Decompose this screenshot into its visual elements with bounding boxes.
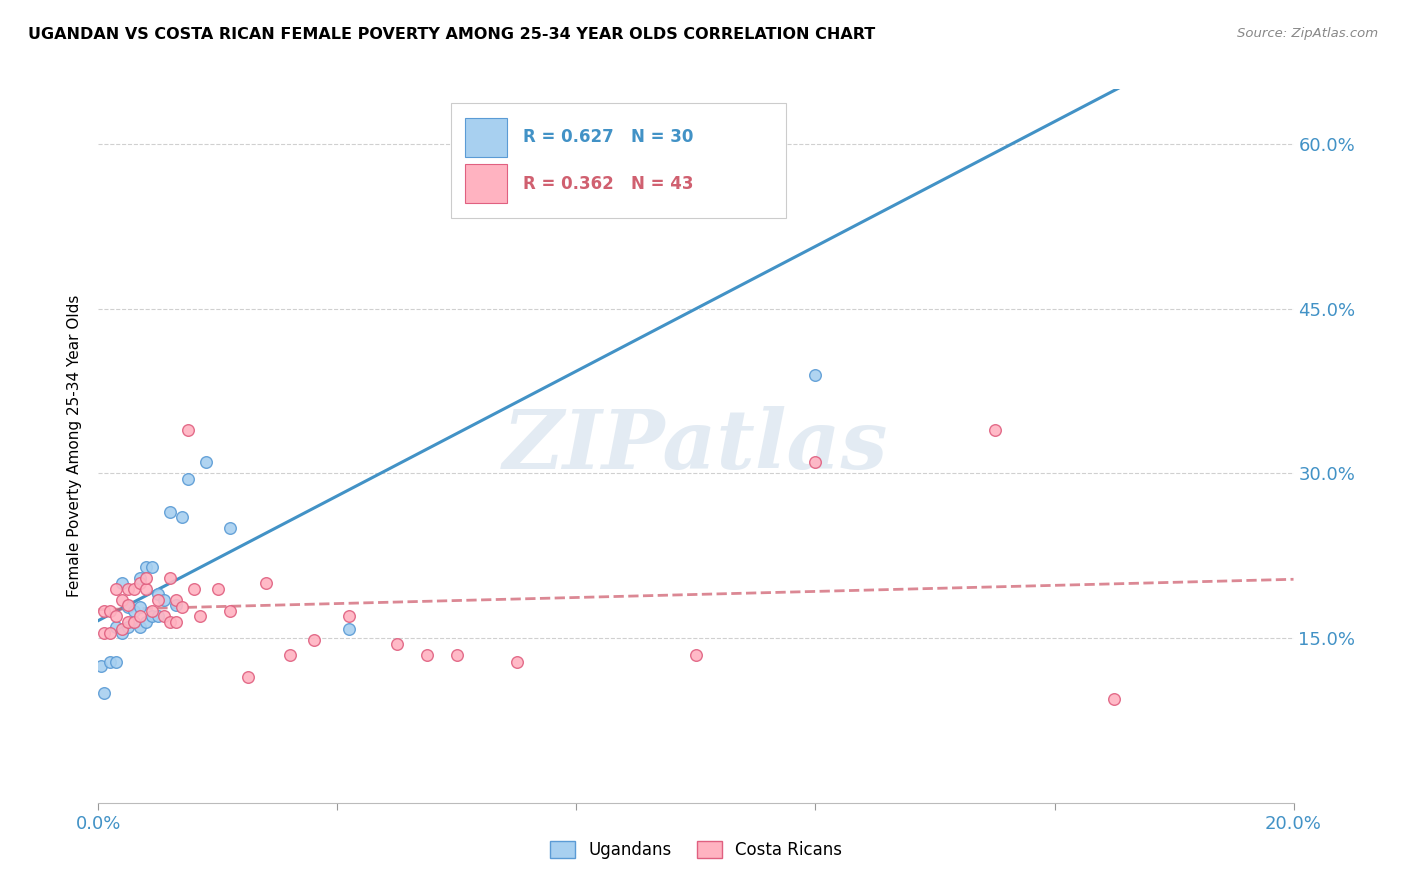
Point [804,368,827,382]
Point [129,620,152,634]
Point [416,648,439,662]
Point [165,598,187,612]
Point [105,582,128,596]
Text: Source: ZipAtlas.com: Source: ZipAtlas.com [1237,27,1378,40]
Point [302,633,325,648]
Point [219,604,242,618]
Text: R = 0.362   N = 43: R = 0.362 N = 43 [523,175,693,193]
Point [148,587,170,601]
Point [141,604,163,618]
Point [506,655,529,669]
Point [111,625,134,640]
Point [129,576,152,591]
Point [93,604,115,618]
Point [117,582,139,596]
Point [984,423,1007,437]
Point [100,655,122,669]
Point [177,423,200,437]
Point [1104,691,1126,706]
Point [135,571,157,585]
Point [183,582,205,596]
Point [105,620,128,634]
Point [339,609,360,624]
Point [135,559,157,574]
Point [90,658,112,673]
Point [159,505,181,519]
Point [153,592,176,607]
Point [446,648,468,662]
Point [100,625,122,640]
Point [148,592,170,607]
Point [339,623,360,637]
Point [385,637,409,651]
Point [105,609,128,624]
Point [117,615,139,629]
Point [124,615,146,629]
Point [141,559,163,574]
Point [165,592,187,607]
Point [111,623,134,637]
Point [207,582,229,596]
Point [159,571,181,585]
Text: ZIPatlas: ZIPatlas [503,406,889,486]
Point [236,669,259,683]
Bar [465,164,508,203]
Point [111,576,134,591]
Y-axis label: Female Poverty Among 25-34 Year Olds: Female Poverty Among 25-34 Year Olds [67,295,83,597]
Point [165,615,187,629]
FancyBboxPatch shape [451,103,786,218]
Point [153,609,176,624]
Point [100,604,122,618]
Text: UGANDAN VS COSTA RICAN FEMALE POVERTY AMONG 25-34 YEAR OLDS CORRELATION CHART: UGANDAN VS COSTA RICAN FEMALE POVERTY AM… [28,27,876,42]
Point [111,592,134,607]
Point [278,648,301,662]
Bar [465,118,508,157]
Point [172,510,194,524]
Point [188,609,211,624]
Point [141,609,163,624]
Point [195,455,218,469]
Point [105,655,128,669]
Point [124,604,146,618]
Point [129,609,152,624]
Point [148,609,170,624]
Point [177,472,200,486]
Point [129,600,152,615]
Point [135,615,157,629]
Point [135,582,157,596]
Point [254,576,277,591]
Point [804,455,827,469]
Text: R = 0.627   N = 30: R = 0.627 N = 30 [523,128,693,146]
Point [117,598,139,612]
Point [93,625,115,640]
Point [117,620,139,634]
Point [124,582,146,596]
Point [446,137,468,152]
Point [219,521,242,535]
Point [93,686,115,700]
Point [117,600,139,615]
Point [124,615,146,629]
Point [129,571,152,585]
Point [172,600,194,615]
Point [685,648,707,662]
Legend: Ugandans, Costa Ricans: Ugandans, Costa Ricans [543,834,849,866]
Point [159,615,181,629]
